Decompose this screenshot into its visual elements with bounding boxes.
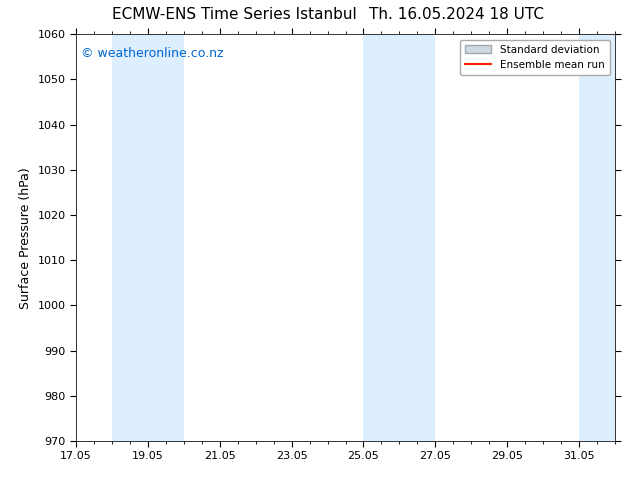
Y-axis label: Surface Pressure (hPa): Surface Pressure (hPa) <box>19 167 32 309</box>
Text: © weatheronline.co.nz: © weatheronline.co.nz <box>81 47 224 59</box>
Bar <box>112 34 184 441</box>
Bar <box>579 34 615 441</box>
Text: ECMW-ENS Time Series Istanbul: ECMW-ENS Time Series Istanbul <box>112 7 357 23</box>
Bar <box>363 34 436 441</box>
Legend: Standard deviation, Ensemble mean run: Standard deviation, Ensemble mean run <box>460 40 610 75</box>
Text: Th. 16.05.2024 18 UTC: Th. 16.05.2024 18 UTC <box>369 7 544 23</box>
